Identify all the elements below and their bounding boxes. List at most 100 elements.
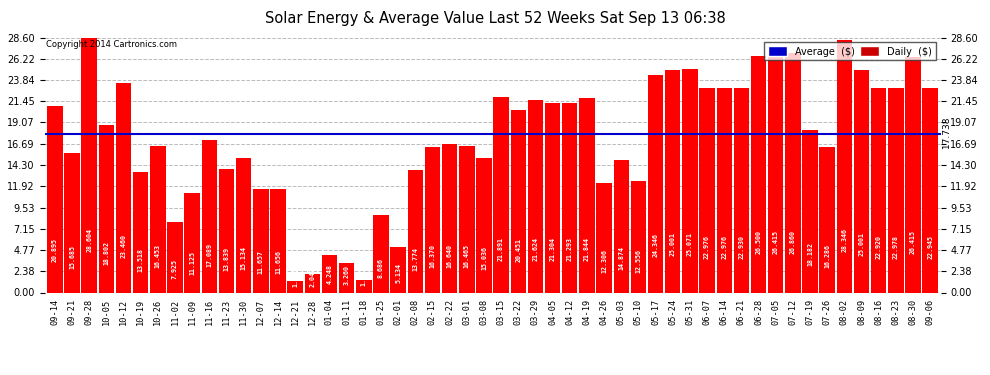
Bar <box>133 172 148 292</box>
Text: 14.874: 14.874 <box>618 246 625 270</box>
Bar <box>48 106 62 292</box>
Text: 16.640: 16.640 <box>446 244 452 268</box>
Bar <box>442 144 457 292</box>
Bar <box>116 83 132 292</box>
Bar <box>202 140 217 292</box>
Bar <box>459 146 474 292</box>
Bar <box>750 56 766 292</box>
Bar <box>717 88 732 292</box>
Bar <box>339 263 354 292</box>
Text: 15.036: 15.036 <box>481 246 487 270</box>
Bar <box>871 88 886 292</box>
Text: 13.774: 13.774 <box>412 248 419 272</box>
Bar <box>853 70 869 292</box>
Bar <box>184 193 200 292</box>
Bar <box>699 88 715 292</box>
Text: 17.738: 17.738 <box>943 117 952 152</box>
Bar <box>476 159 492 292</box>
Bar <box>150 146 165 292</box>
Text: 22.930: 22.930 <box>739 235 744 259</box>
Bar <box>493 98 509 292</box>
Text: 24.346: 24.346 <box>652 233 658 257</box>
Text: 11.656: 11.656 <box>275 250 281 274</box>
Bar <box>81 38 97 292</box>
Bar <box>356 280 371 292</box>
Text: 28.346: 28.346 <box>842 228 847 252</box>
Text: 13.518: 13.518 <box>138 248 144 272</box>
Bar <box>373 215 389 292</box>
Text: 15.134: 15.134 <box>241 246 247 270</box>
Text: 3.260: 3.260 <box>344 266 349 285</box>
Text: 12.306: 12.306 <box>601 249 607 273</box>
Text: 18.802: 18.802 <box>103 241 109 265</box>
Text: 25.001: 25.001 <box>670 232 676 256</box>
Text: 23.460: 23.460 <box>121 234 127 258</box>
Text: 11.125: 11.125 <box>189 251 195 275</box>
Bar <box>544 102 560 292</box>
Bar <box>305 274 320 292</box>
Text: 16.453: 16.453 <box>154 244 160 268</box>
Text: 17.738: 17.738 <box>0 117 2 152</box>
Bar <box>270 189 286 292</box>
Bar <box>631 180 646 292</box>
Bar <box>236 158 251 292</box>
Text: 26.415: 26.415 <box>773 231 779 255</box>
Bar <box>528 100 544 292</box>
Bar <box>888 88 904 292</box>
Bar <box>408 170 423 292</box>
Text: 13.839: 13.839 <box>224 248 230 272</box>
Text: 15.685: 15.685 <box>69 245 75 269</box>
Text: 22.978: 22.978 <box>893 235 899 259</box>
Legend: Average  ($), Daily  ($): Average ($), Daily ($) <box>764 42 936 60</box>
Text: 21.304: 21.304 <box>549 237 555 261</box>
Text: 22.976: 22.976 <box>704 235 710 259</box>
Text: 1.392: 1.392 <box>360 266 367 286</box>
Bar <box>647 75 663 292</box>
Text: 22.976: 22.976 <box>722 235 728 259</box>
Text: 16.370: 16.370 <box>430 244 436 268</box>
Text: 22.945: 22.945 <box>928 235 934 259</box>
Text: 5.134: 5.134 <box>395 263 401 283</box>
Bar <box>802 130 818 292</box>
Text: 8.686: 8.686 <box>378 258 384 278</box>
Bar <box>253 189 268 292</box>
Bar <box>682 69 698 292</box>
Text: 11.657: 11.657 <box>257 250 263 274</box>
Bar <box>99 125 114 292</box>
Text: Copyright 2014 Cartronics.com: Copyright 2014 Cartronics.com <box>47 40 177 49</box>
Text: 17.089: 17.089 <box>206 243 212 267</box>
Text: 16.286: 16.286 <box>825 244 831 268</box>
Text: 16.465: 16.465 <box>463 244 470 268</box>
Bar <box>768 57 783 292</box>
Text: 26.415: 26.415 <box>910 231 916 255</box>
Bar <box>511 110 526 292</box>
Bar <box>219 169 235 292</box>
Text: 21.844: 21.844 <box>584 237 590 261</box>
Bar <box>923 88 938 292</box>
Text: 1.236: 1.236 <box>292 267 298 287</box>
Bar <box>614 160 629 292</box>
Bar <box>734 88 749 292</box>
Text: 20.895: 20.895 <box>51 238 57 262</box>
Text: 21.293: 21.293 <box>566 237 573 261</box>
Text: 26.500: 26.500 <box>755 230 761 254</box>
Bar <box>785 53 801 292</box>
Bar <box>579 98 595 292</box>
Bar <box>322 255 338 292</box>
Bar <box>390 247 406 292</box>
Text: 12.556: 12.556 <box>636 249 642 273</box>
Text: 25.001: 25.001 <box>858 232 864 256</box>
Bar <box>820 147 835 292</box>
Bar <box>596 183 612 292</box>
Bar <box>837 40 852 292</box>
Text: 26.860: 26.860 <box>790 230 796 254</box>
Text: 25.071: 25.071 <box>687 232 693 256</box>
Bar <box>64 153 80 292</box>
Text: 18.182: 18.182 <box>807 242 813 266</box>
Text: 21.624: 21.624 <box>533 237 539 261</box>
Bar <box>665 70 680 292</box>
Text: 2.043: 2.043 <box>309 267 315 287</box>
Text: 21.891: 21.891 <box>498 237 504 261</box>
Bar <box>425 147 441 292</box>
Text: Solar Energy & Average Value Last 52 Weeks Sat Sep 13 06:38: Solar Energy & Average Value Last 52 Wee… <box>264 11 726 26</box>
